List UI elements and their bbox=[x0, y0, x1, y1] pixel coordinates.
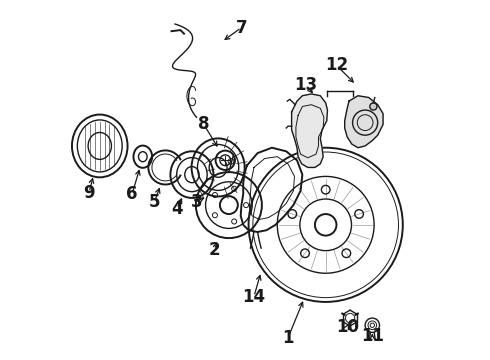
Polygon shape bbox=[292, 94, 327, 167]
Text: 7: 7 bbox=[236, 19, 247, 37]
Text: 1: 1 bbox=[282, 329, 294, 347]
Text: 6: 6 bbox=[126, 185, 138, 203]
Circle shape bbox=[370, 103, 377, 110]
Text: 3: 3 bbox=[191, 193, 202, 211]
Text: 14: 14 bbox=[243, 288, 266, 306]
Text: 11: 11 bbox=[361, 327, 384, 345]
Polygon shape bbox=[344, 96, 383, 148]
Text: 12: 12 bbox=[325, 56, 348, 74]
Text: 5: 5 bbox=[149, 193, 160, 211]
Text: 4: 4 bbox=[171, 200, 183, 218]
Text: 13: 13 bbox=[294, 76, 318, 94]
Text: 8: 8 bbox=[198, 116, 210, 134]
Text: 9: 9 bbox=[83, 184, 95, 202]
Text: 10: 10 bbox=[336, 318, 359, 336]
Text: 2: 2 bbox=[209, 241, 221, 259]
